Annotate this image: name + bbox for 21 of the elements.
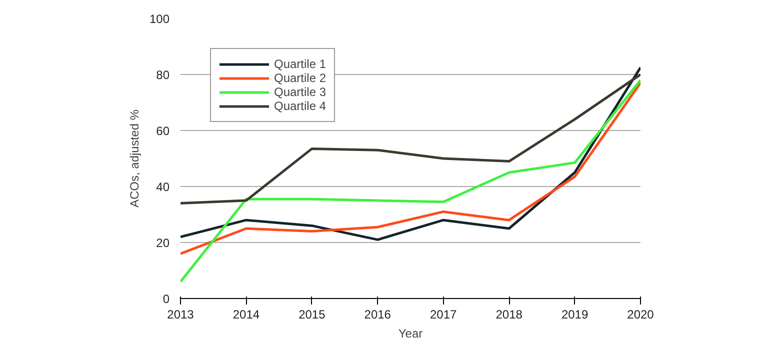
y-tick-label: 20	[156, 236, 170, 250]
x-tick-label: 2018	[496, 308, 523, 322]
y-axis-title: ACOs, adjusted %	[127, 109, 142, 208]
y-tick-label: 0	[162, 292, 170, 306]
y-tick-label: 80	[156, 68, 170, 82]
y-tick-label: 60	[156, 124, 170, 138]
legend-label: Quartile 2	[274, 71, 326, 85]
x-tick-label: 2016	[364, 308, 392, 322]
legend-label: Quartile 1	[274, 57, 326, 71]
y-tick-label: 100	[149, 12, 170, 26]
x-tick-label: 2019	[561, 308, 588, 322]
line-series	[180, 73, 640, 205]
x-tick-label: 2013	[167, 308, 194, 322]
legend-label: Quartile 3	[274, 85, 326, 99]
x-tick-label: 2020	[627, 308, 654, 322]
x-axis-title: Year	[398, 326, 423, 340]
x-tick-label: 2014	[232, 308, 260, 322]
x-tick-label: 2017	[430, 308, 458, 322]
x-tick-label: 2015	[298, 308, 326, 322]
legend-label: Quartile 4	[274, 99, 326, 113]
y-tick-label: 40	[156, 180, 170, 194]
